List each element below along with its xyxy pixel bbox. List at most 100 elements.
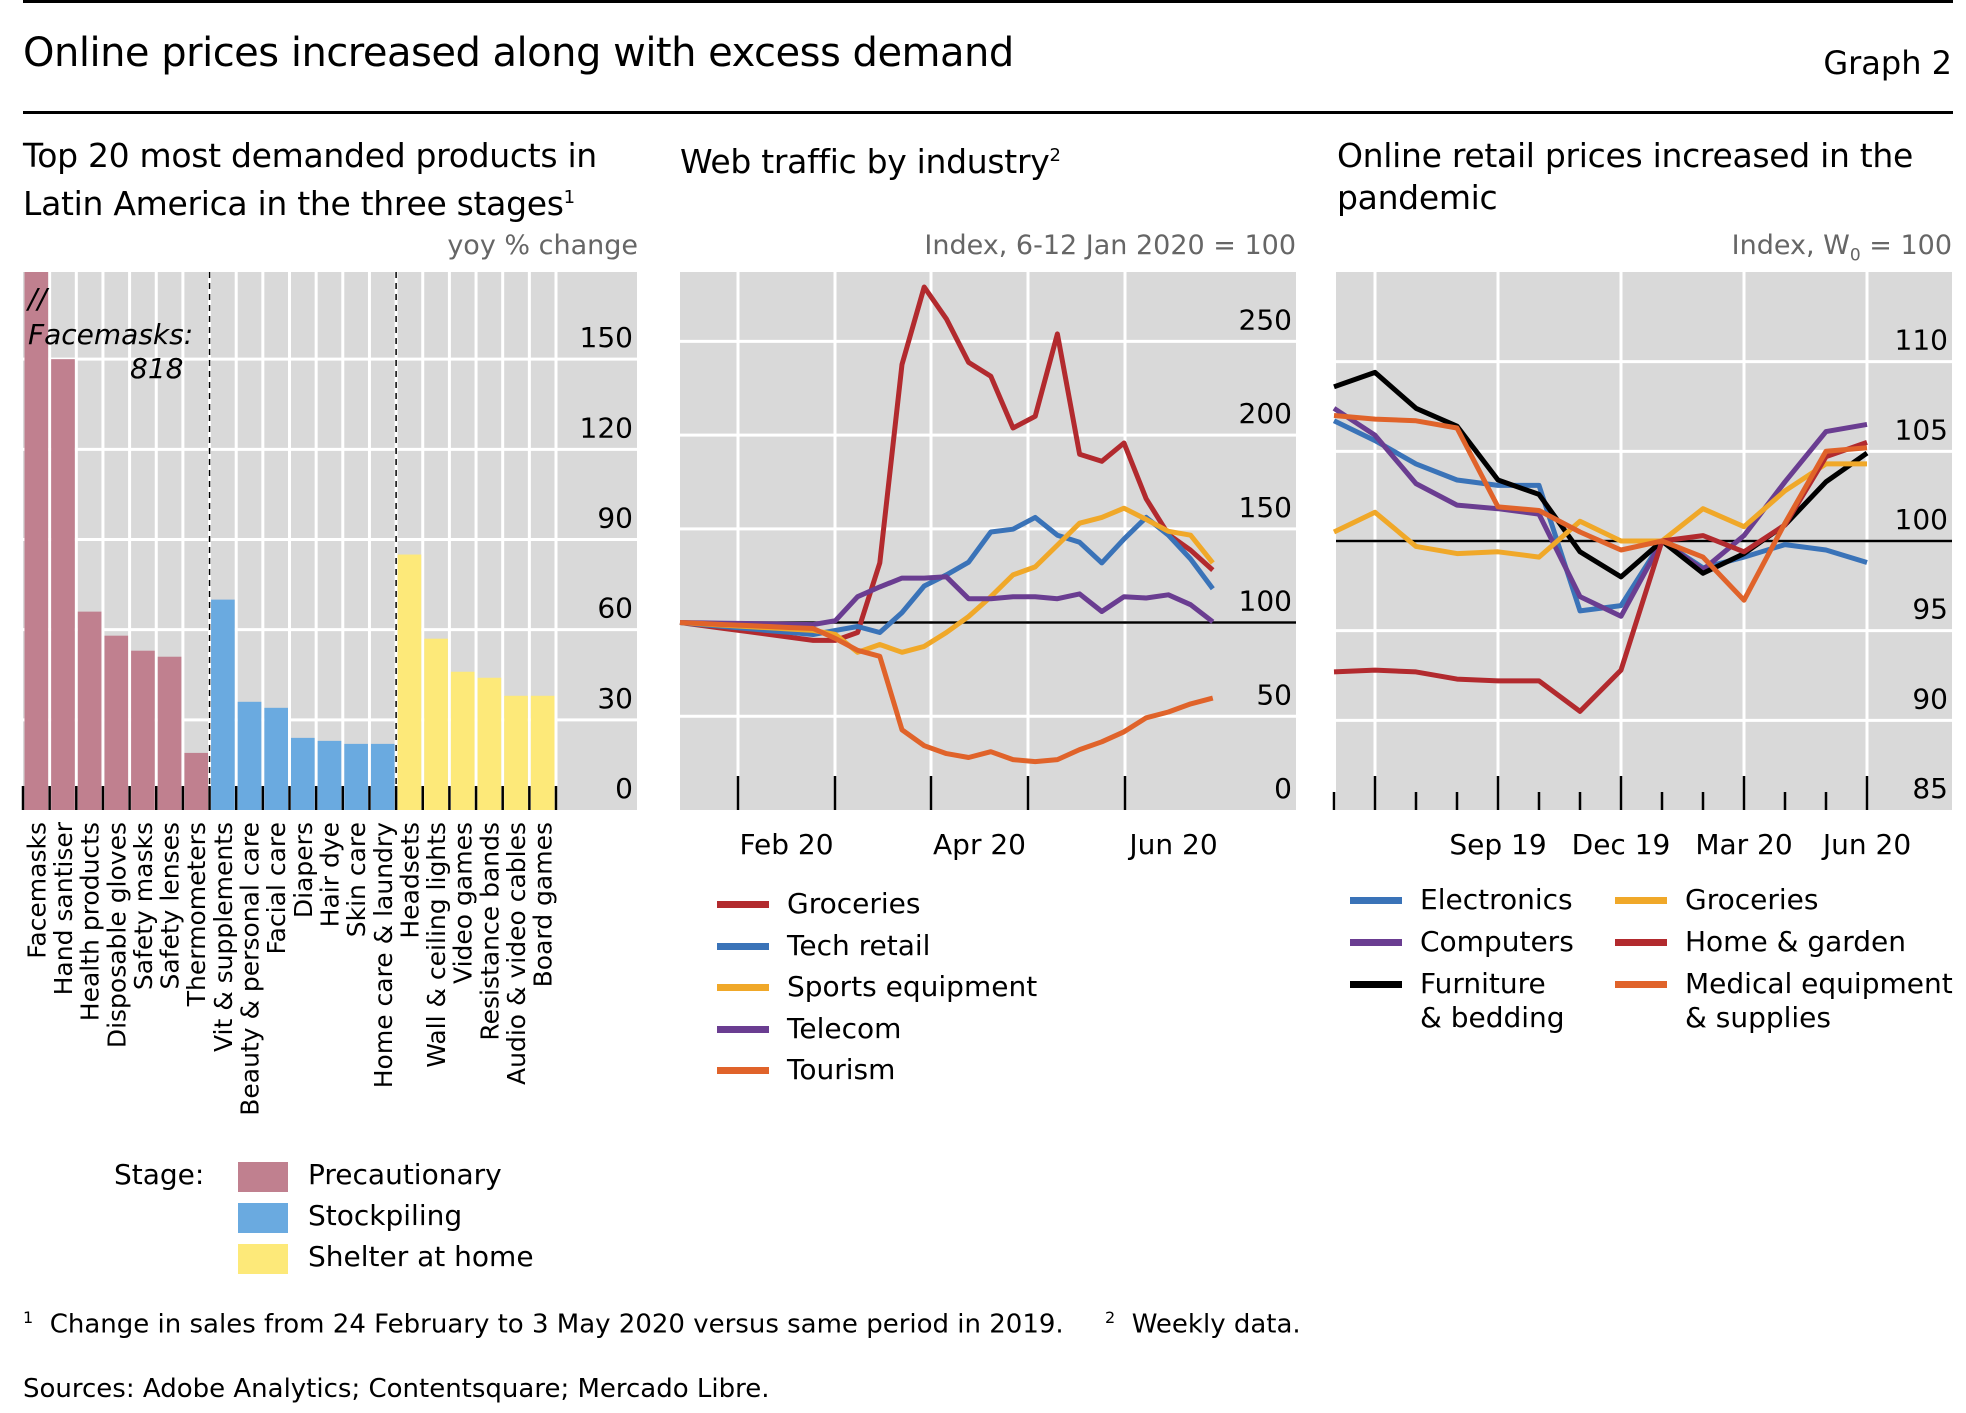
category-label: Safety masks	[129, 822, 158, 990]
bar-skin-care	[344, 743, 368, 810]
legend-swatch	[238, 1203, 288, 1233]
bar-wall-ceiling-lights	[424, 638, 448, 810]
legend-swatch	[1615, 897, 1667, 904]
footnote-2-marker: 2	[1105, 1308, 1116, 1327]
legend-label: Home & garden	[1685, 925, 1907, 958]
right-unit-prefix: Index, W	[1731, 230, 1850, 261]
legend-swatch	[717, 942, 769, 950]
web-plot-area	[680, 272, 1296, 810]
prices-y-tick-label: 100	[1895, 503, 1948, 536]
right-unit-suffix: = 100	[1860, 230, 1952, 261]
category-label: Video games	[449, 822, 478, 984]
footnote-2: Weekly data.	[1131, 1309, 1301, 1340]
left-panel-title: Top 20 most demanded products in Latin A…	[23, 135, 663, 225]
bar-safety-lenses	[157, 656, 182, 810]
category-label: Facial care	[262, 822, 291, 954]
prices-y-tick-label: 90	[1912, 682, 1948, 715]
legend-swatch	[238, 1162, 288, 1192]
category-label: Vit & supplements	[209, 822, 238, 1052]
bar-facial-care	[264, 707, 288, 810]
category-label: Hand santiser	[49, 821, 78, 995]
legend-swatch	[1350, 897, 1402, 904]
legend-swatch	[717, 1067, 769, 1074]
legend-swatch	[717, 901, 769, 908]
category-label: Hair dye	[315, 822, 344, 927]
web-series-groceries	[679, 284, 1215, 643]
right-unit-label: Index, W0 = 100	[1500, 230, 1952, 265]
bar-beauty-personal-care	[237, 701, 262, 810]
category-label: Headsets	[395, 822, 424, 939]
prices-x-tick-label: Jun 20	[1821, 828, 1911, 861]
category-label: Health products	[76, 822, 105, 1021]
legend-label: Groceries	[1685, 883, 1819, 916]
prices-x-tick-label: Mar 20	[1695, 828, 1792, 861]
footnote-1: Change in sales from 24 February to 3 Ma…	[49, 1309, 1064, 1340]
left-y-tick-label: 90	[597, 501, 633, 534]
web-y-tick-label: 200	[1239, 397, 1292, 430]
left-y-tick-label: 30	[597, 682, 633, 715]
top-rule	[23, 0, 1953, 3]
sources: Sources: Adobe Analytics; Contentsquare;…	[23, 1374, 770, 1404]
right-panel-title: Online retail prices increased in the pa…	[1337, 135, 1957, 219]
legend-label: Furniture & bedding	[1420, 967, 1565, 1034]
legend-label: Telecom	[787, 1011, 902, 1045]
prices-y-tick-label: 110	[1895, 324, 1948, 357]
category-label: Diapers	[289, 822, 318, 918]
legend-label: Stockpiling	[308, 1199, 463, 1232]
bar-facemasks	[24, 272, 49, 810]
bar-vit-supplements	[211, 599, 235, 810]
legend-swatch	[717, 984, 769, 991]
bar-board-games	[530, 695, 555, 810]
web-series-tourism	[679, 620, 1214, 765]
legend-label: Groceries	[787, 887, 921, 920]
bar-headsets	[397, 554, 422, 810]
facemasks-annotation-value: 818	[130, 352, 184, 385]
category-label: Safety lenses	[156, 822, 185, 990]
bar-hair-dye	[317, 740, 342, 810]
graph-number: Graph 2	[1823, 44, 1952, 82]
legend-swatch	[238, 1244, 288, 1274]
bar-resistance-bands	[477, 677, 502, 810]
web-x-tick-label: Feb 20	[739, 828, 833, 861]
legend-swatch	[1615, 939, 1667, 946]
bar-diapers	[291, 737, 315, 810]
web-y-tick-label: 0	[1274, 772, 1292, 805]
left-title-line2: Latin America in the three stages	[23, 184, 564, 223]
legend-swatch	[1615, 981, 1667, 988]
legend-label: Medical equipment & supplies	[1685, 967, 1953, 1034]
legend-label: Tech retail	[787, 928, 931, 962]
break-marker: //	[28, 282, 47, 315]
category-label: Skin care	[342, 822, 371, 937]
header-rule	[23, 111, 1953, 114]
left-unit-label: yoy % change	[447, 230, 638, 261]
footnote-1-marker: 1	[23, 1308, 34, 1327]
category-label: Home care & laundry	[369, 822, 398, 1088]
footnote-ref-1: 1	[563, 187, 575, 208]
prices-x-tick-label: Dec 19	[1572, 828, 1671, 861]
web-y-tick-label: 150	[1239, 491, 1292, 524]
bar-hand-santiser	[51, 359, 75, 810]
right-unit-sub: 0	[1849, 245, 1861, 266]
category-label: Wall & ceiling lights	[422, 822, 451, 1068]
legend-label: Tourism	[787, 1053, 896, 1086]
prices-x-tick-label: Sep 19	[1449, 828, 1546, 861]
bar-safety-masks	[131, 650, 155, 810]
prices-y-tick-label: 105	[1895, 413, 1948, 446]
bar-home-care-laundry	[370, 743, 395, 810]
legend-swatch	[1350, 981, 1402, 988]
right-title-line2: pandemic	[1337, 178, 1498, 217]
web-x-tick-label: Jun 20	[1127, 828, 1217, 861]
prices-series-medical-equipment-supplies	[1333, 413, 1868, 603]
category-label: Thermometers	[182, 822, 211, 1007]
facemasks-annotation-label: Facemasks:	[28, 318, 194, 351]
category-label: Facemasks	[22, 822, 51, 959]
bar-video-games	[450, 671, 475, 810]
prices-series-home-garden	[1333, 440, 1868, 714]
legend-swatch	[717, 1025, 769, 1033]
category-label: Board games	[529, 822, 558, 987]
web-y-tick-label: 100	[1239, 585, 1292, 618]
legend-label: Electronics	[1420, 883, 1573, 916]
legend-label: Shelter at home	[308, 1240, 534, 1273]
prices-series-groceries	[1332, 461, 1867, 560]
category-label: Audio & video cables	[502, 822, 531, 1085]
